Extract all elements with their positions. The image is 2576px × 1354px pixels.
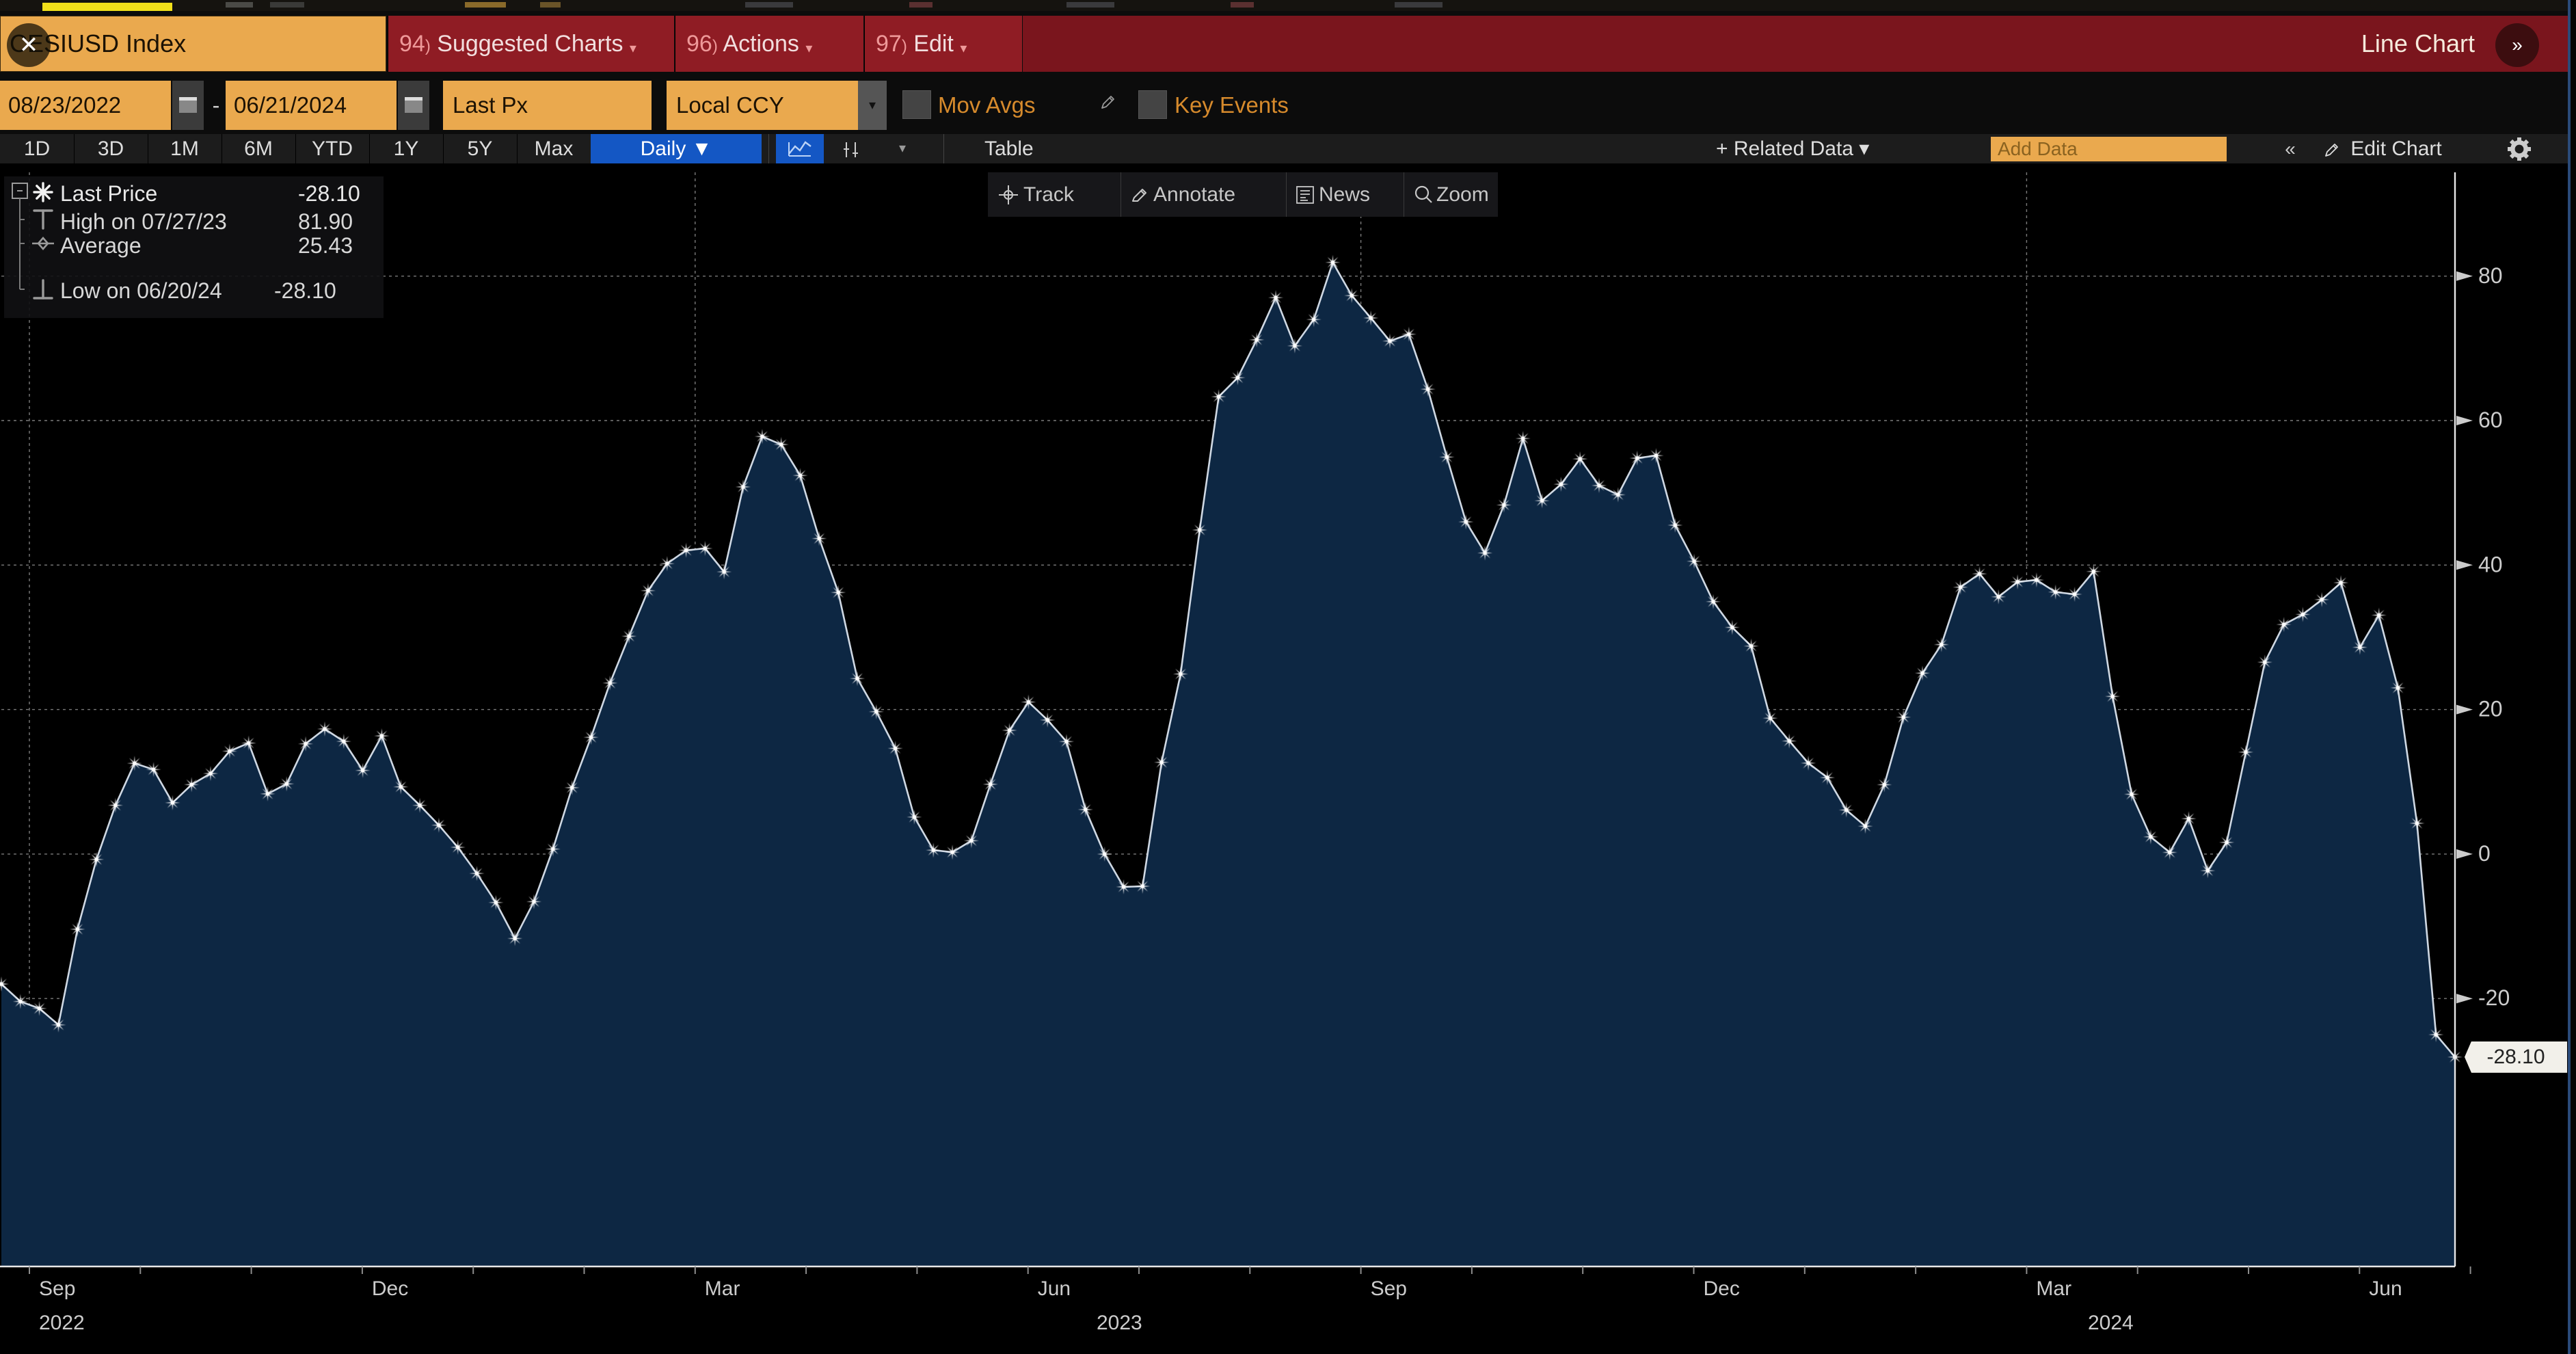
svg-text:0: 0 [2478, 841, 2491, 866]
svg-text:Jun: Jun [1038, 1277, 1071, 1300]
svg-text:2023: 2023 [1097, 1312, 1142, 1334]
svg-text:Sep: Sep [39, 1277, 75, 1300]
svg-text:20: 20 [2478, 697, 2503, 721]
svg-text:2024: 2024 [2088, 1312, 2134, 1334]
svg-text:Dec: Dec [372, 1277, 408, 1300]
svg-text:Mar: Mar [705, 1277, 740, 1300]
svg-text:2022: 2022 [39, 1312, 85, 1334]
svg-text:-20: -20 [2478, 985, 2510, 1010]
svg-text:Dec: Dec [1704, 1277, 1740, 1300]
svg-text:Mar: Mar [2036, 1277, 2071, 1300]
svg-text:60: 60 [2478, 408, 2503, 432]
svg-text:Sep: Sep [1371, 1277, 1407, 1300]
svg-text:40: 40 [2478, 552, 2503, 576]
svg-text:80: 80 [2478, 263, 2503, 288]
svg-text:Jun: Jun [2369, 1277, 2402, 1300]
